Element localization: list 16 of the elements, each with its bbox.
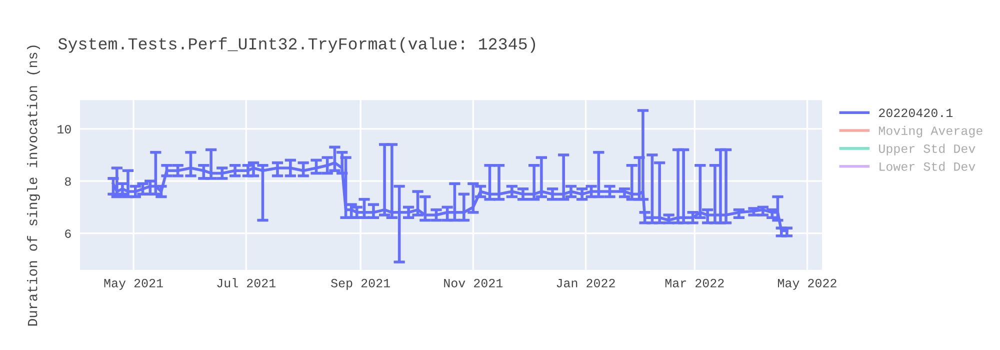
legend-label: Upper Std Dev — [879, 144, 976, 156]
x-tick-label: Jan 2022 — [556, 278, 615, 288]
y-tick-label: 10 — [58, 124, 71, 134]
legend-label: Lower Std Dev — [880, 162, 976, 171]
x-tick-label: Sep 2021 — [331, 278, 390, 290]
x-tick-label: Nov 2021 — [444, 278, 503, 288]
x-tick-label: May 2022 — [778, 278, 836, 290]
x-tick-label: Jul 2021 — [217, 278, 276, 288]
legend-label: 20220420.1 — [879, 108, 953, 118]
legend-label: Moving Average — [878, 126, 982, 138]
x-tick-label: Mar 2022 — [665, 278, 724, 288]
chart-title: System.Tests.Perf_UInt32.TryFormat(value: 12345) — [58, 37, 536, 53]
x-tick-label: May 2021 — [104, 278, 163, 290]
y-axis-title: Duration of single invocation (ns) — [27, 46, 40, 326]
y-tick-label: 8 — [64, 177, 71, 186]
y-tick-label: 6 — [65, 229, 71, 238]
